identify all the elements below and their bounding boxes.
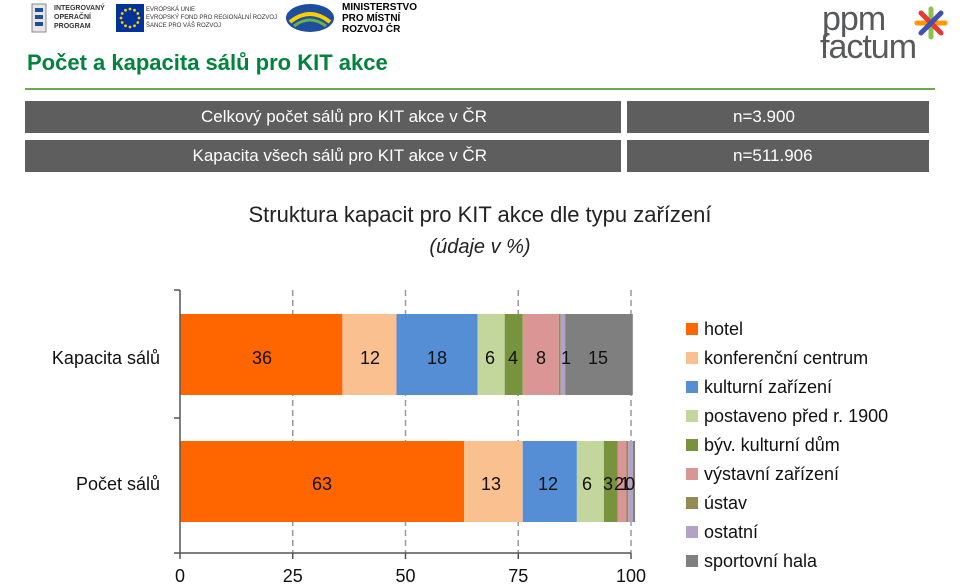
legend-label: ostatní	[704, 522, 759, 542]
legend-label: hotel	[704, 319, 744, 339]
bar-segment	[477, 314, 505, 395]
iop-line-3: PROGRAM	[54, 23, 91, 30]
mmr-logo: MINISTERSTVO PRO MÍSTNÍ ROZVOJ ČR	[284, 2, 424, 36]
bar-segment	[565, 314, 633, 395]
data-label: 36	[252, 348, 272, 368]
legend-swatch	[686, 410, 698, 422]
data-label: 0	[625, 474, 635, 494]
legend-label: konferenční centrum	[704, 348, 869, 368]
category-label: Kapacita sálů	[52, 348, 160, 368]
data-label: 1	[561, 348, 571, 368]
x-tick-label: 0	[175, 566, 185, 584]
stat-value: n=511.906	[627, 140, 929, 172]
bar-segment	[396, 314, 478, 395]
mmr-line-2: PRO MÍSTNÍ	[342, 13, 401, 24]
mmr-logo-text: MINISTERSTVO PRO MÍSTNÍ ROZVOJ ČR	[342, 2, 417, 35]
ppm-logo-line-2: factum	[820, 28, 917, 66]
stat-label: Kapacita všech sálů pro KIT akce v ČR	[25, 140, 621, 172]
legend-swatch	[686, 323, 698, 335]
legend-label: býv. kulturní dům	[704, 435, 840, 455]
bar-segment	[617, 441, 627, 522]
data-label: 18	[427, 348, 447, 368]
data-label: 4	[508, 348, 518, 368]
iop-logo-text: INTEGROVANÝ OPERAČNÍ PROGRAM	[54, 4, 105, 31]
data-label: 12	[538, 474, 558, 494]
iop-line-1: INTEGROVANÝ	[54, 5, 105, 12]
ppm-factum-logo: ppm factum	[820, 0, 950, 70]
data-label: 3	[603, 474, 613, 494]
bar-segment	[560, 314, 566, 395]
data-label: 13	[481, 474, 501, 494]
bar-segment	[504, 314, 523, 395]
data-label: 2	[614, 474, 624, 494]
legend-swatch	[686, 381, 698, 393]
bar-segment	[180, 314, 343, 395]
bar-segment	[576, 441, 604, 522]
mmr-emblem-icon	[286, 4, 334, 32]
eu-logo-text: EVROPSKÁ UNIE EVROPSKÝ FOND PRO REGIONÁL…	[146, 6, 277, 30]
eu-line-1: EVROPSKÁ UNIE	[146, 7, 196, 13]
data-label: 1	[620, 474, 630, 494]
page-title: Počet a kapacita sálů pro KIT akce	[27, 50, 388, 75]
x-tick-label: 100	[616, 566, 646, 584]
legend-swatch	[686, 555, 698, 567]
bar-segment	[628, 441, 633, 522]
mmr-line-3: ROZVOJ ČR	[342, 24, 401, 35]
stat-label: Celkový počet sálů pro KIT akce v ČR	[25, 101, 621, 133]
title-divider	[25, 88, 935, 90]
mmr-line-1: MINISTERSTVO	[342, 2, 418, 13]
bar-segment	[522, 314, 559, 395]
data-label: 15	[588, 348, 608, 368]
chart-title: Struktura kapacit pro KIT akce dle typu …	[248, 202, 712, 227]
legend-label: kulturní zařízení	[704, 377, 833, 397]
bar-segment	[632, 441, 636, 522]
stat-row-capacity: Kapacita všech sálů pro KIT akce v ČR n=…	[25, 140, 929, 172]
data-label: 6	[582, 474, 592, 494]
stat-row-count: Celkový počet sálů pro KIT akce v ČR n=3…	[25, 101, 929, 133]
data-label: 8	[536, 348, 546, 368]
legend-swatch	[686, 352, 698, 364]
bar-segment	[603, 441, 618, 522]
eu-line-2: EVROPSKÝ FOND PRO REGIONÁLNÍ ROZVOJ	[146, 15, 278, 21]
legend-label: sportovní hala	[704, 551, 818, 571]
bar-segment	[180, 441, 465, 522]
legend-swatch	[686, 468, 698, 480]
legend-swatch	[686, 497, 698, 509]
category-label: Počet sálů	[76, 474, 160, 494]
data-label: 63	[312, 474, 332, 494]
eu-flag-icon	[116, 4, 144, 32]
chart-subtitle: (údaje v %)	[429, 236, 531, 258]
ppm-star-icon	[914, 6, 948, 40]
legend-label: ústav	[704, 493, 748, 513]
ppm-logo-line-1: ppm	[822, 0, 886, 38]
legend-label: výstavní zařízení	[704, 464, 840, 484]
bar-segment	[522, 441, 577, 522]
iop-line-2: OPERAČNÍ	[54, 14, 91, 21]
bar-segment	[626, 441, 629, 522]
x-tick-label: 50	[395, 566, 415, 584]
data-label: 12	[360, 348, 380, 368]
legend-swatch	[686, 526, 698, 538]
iop-emblem-icon	[31, 3, 47, 33]
bar-segment	[342, 314, 397, 395]
x-tick-label: 75	[508, 566, 528, 584]
eu-line-3: ŠANCE PRO VÁŠ ROZVOJ	[146, 23, 222, 29]
x-tick-label: 25	[283, 566, 303, 584]
stat-value: n=3.900	[627, 101, 929, 133]
iop-logo: INTEGROVANÝ OPERAČNÍ PROGRAM	[30, 2, 110, 36]
legend-swatch	[686, 439, 698, 451]
legend-label: postaveno před r. 1900	[704, 406, 889, 426]
bar-segment	[464, 441, 523, 522]
bar-segment	[558, 314, 561, 395]
data-label: 6	[485, 348, 495, 368]
eu-logo: EVROPSKÁ UNIE EVROPSKÝ FOND PRO REGIONÁL…	[116, 2, 286, 36]
